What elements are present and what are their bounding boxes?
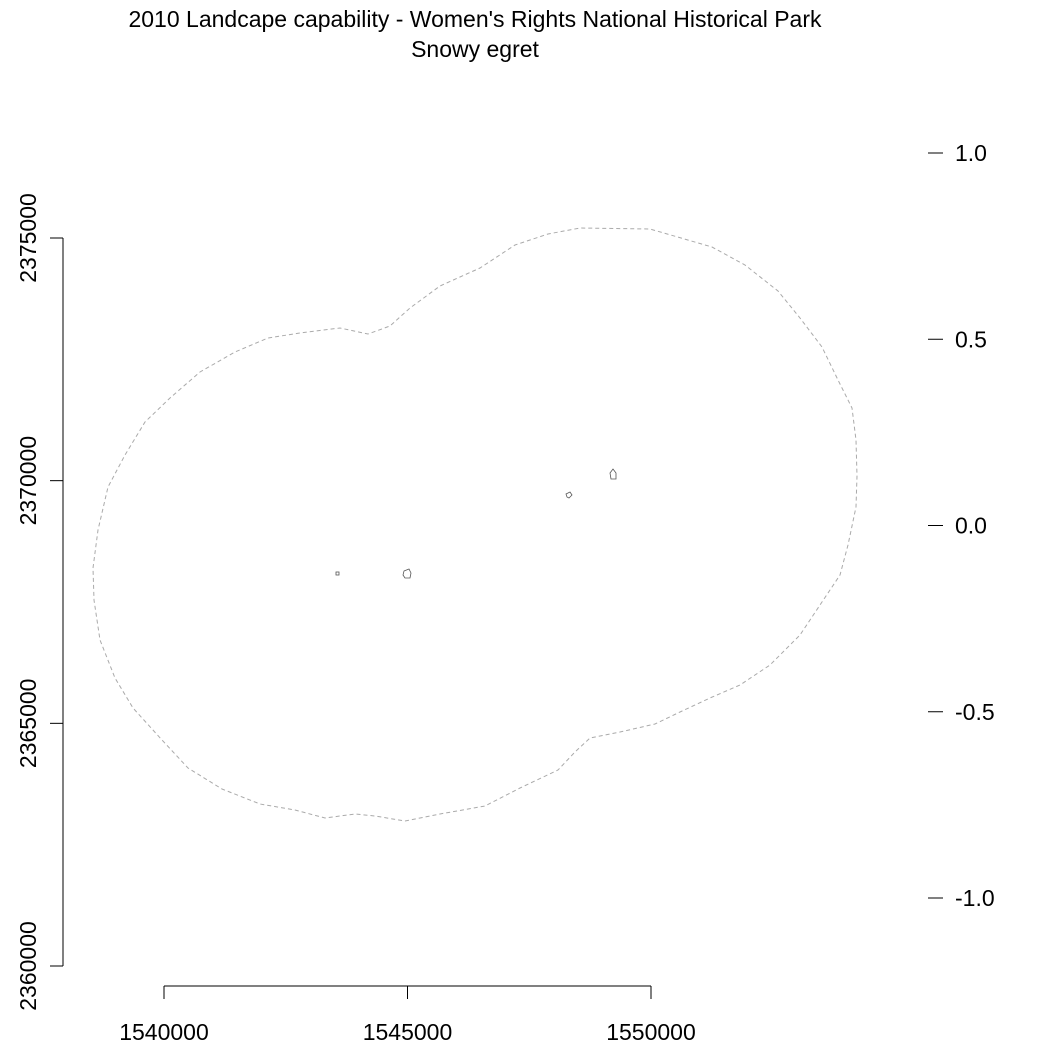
x-axis: 1540000 1545000 1550000	[119, 985, 696, 1045]
legend-tick-label: 0.0	[955, 513, 987, 539]
buffer-boundary	[92, 227, 858, 822]
legend-tick-label: 0.5	[955, 326, 987, 352]
legend-tick-label: -1.0	[955, 885, 995, 911]
map-title: 2010 Landcape capability - Women's Right…	[128, 6, 822, 32]
y-tick-label: 2360000	[15, 921, 41, 1011]
legend-tick-label: -0.5	[955, 699, 995, 725]
park-unit-4	[609, 468, 617, 480]
x-tick-label: 1550000	[606, 1019, 696, 1045]
map-subtitle: Snowy egret	[411, 36, 539, 62]
y-axis: 2360000 2365000 2370000 2375000	[15, 193, 64, 1011]
park-unit-2	[402, 568, 412, 579]
x-tick-label: 1540000	[119, 1019, 209, 1045]
y-tick-label: 2365000	[15, 679, 41, 769]
legend-tick-label: 1.0	[955, 140, 987, 166]
y-tick-label: 2375000	[15, 193, 41, 283]
park-unit-3	[565, 491, 573, 499]
y-tick-label: 2370000	[15, 436, 41, 526]
park-unit-1	[335, 571, 340, 576]
legend-scale: 1.0 0.5 0.0 -0.5 -1.0	[928, 140, 995, 911]
x-tick-label: 1545000	[363, 1019, 453, 1045]
